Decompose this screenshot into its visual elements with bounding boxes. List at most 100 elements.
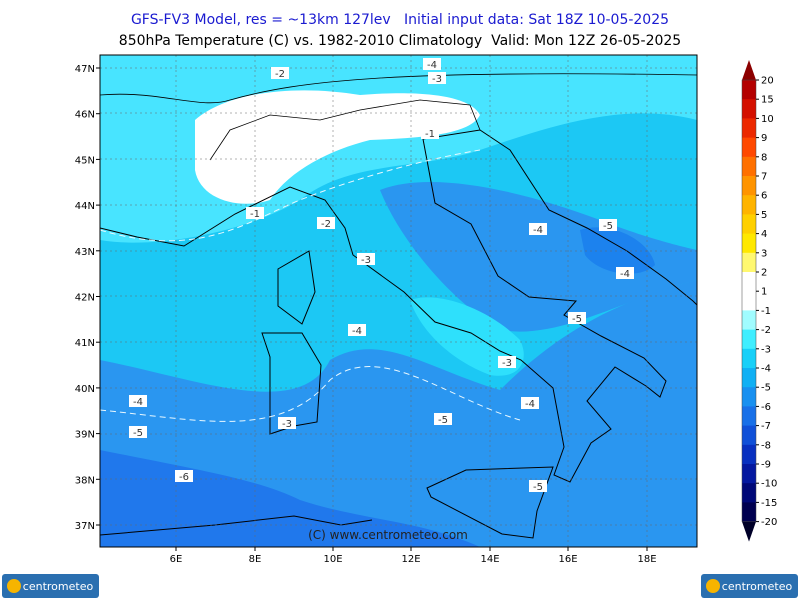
lat-label: 46N — [75, 110, 95, 121]
contour-label-bg — [129, 395, 147, 407]
colorbar-segment — [742, 214, 756, 235]
colorbar-segment — [742, 233, 756, 254]
colorbar-label: 8 — [761, 152, 767, 163]
contour-label: -3 — [361, 255, 371, 266]
contour-label: -6 — [179, 472, 189, 483]
contour-label: -3 — [502, 358, 512, 369]
contour-label: -4 — [533, 225, 543, 236]
contour-label: -5 — [438, 415, 448, 426]
contour-label-bg — [278, 417, 296, 429]
lat-label: 47N — [75, 64, 95, 75]
colorbar-segment — [742, 329, 756, 350]
colorbar-segment — [742, 176, 756, 196]
colorbar-segment — [742, 483, 756, 503]
colorbar-segment — [742, 118, 756, 139]
contour-label: -4 — [352, 326, 362, 337]
logo-left: centrometeo — [2, 574, 99, 598]
contour-label: -5 — [603, 221, 613, 232]
colorbar-label: 10 — [761, 114, 774, 125]
lat-label: 45N — [75, 155, 95, 166]
colorbar-segment — [742, 137, 756, 158]
colorbar-label: 20 — [761, 76, 774, 87]
contour-label-bg — [498, 356, 516, 368]
contour-label-bg — [599, 219, 617, 231]
colorbar-segment — [742, 80, 756, 100]
colorbar-label: 7 — [761, 172, 767, 183]
lat-label: 43N — [75, 247, 95, 258]
lon-label: 6E — [170, 554, 183, 565]
colorbar-label: -4 — [761, 364, 771, 375]
lat-label: 39N — [75, 430, 95, 441]
colorbar-label: 3 — [761, 248, 767, 259]
colorbar-label: -2 — [761, 325, 771, 336]
credit: (C) www.centrometeo.com — [308, 528, 468, 542]
contour-label-bg — [423, 58, 441, 70]
colorbar-segment — [742, 387, 756, 407]
colorbar-label: -9 — [761, 460, 771, 471]
lat-label: 41N — [75, 338, 95, 349]
colorbar-segment — [742, 406, 756, 427]
lat-label: 42N — [75, 293, 95, 304]
contour-label-bg — [175, 470, 193, 482]
colorbar: 20 15 10 9 8 7 6 5 4 3 2 1 -1 -2 -3 -4 -5 -6 -7 -8 -9 -10 -15 -… — [741, 60, 777, 542]
colorbar-segment — [742, 99, 756, 119]
logo-text: centrometeo — [722, 580, 793, 593]
contour-label-bg — [246, 207, 264, 219]
colorbar-segment — [742, 195, 756, 215]
colorbar-segment — [742, 425, 756, 446]
colorbar-label: -5 — [761, 383, 771, 394]
contour-label-bg — [348, 324, 366, 336]
colorbar-segment — [742, 291, 756, 311]
map-field — [100, 55, 697, 547]
colorbar-label: -3 — [761, 344, 771, 355]
lon-label: 14E — [480, 554, 499, 565]
map-frame — [99, 54, 698, 548]
contour-label: -4 — [620, 269, 630, 280]
lon-label: 8E — [249, 554, 262, 565]
contour-label-bg — [357, 253, 375, 265]
colorbar-label: -7 — [761, 421, 771, 432]
contour-label: -4 — [427, 60, 437, 71]
colorbar-segment — [742, 502, 756, 523]
lon-label: 18E — [637, 554, 656, 565]
colorbar-label: -8 — [761, 440, 771, 451]
contour-label: -5 — [533, 482, 543, 493]
contour-label: -3 — [282, 419, 292, 430]
contour-label: -1 — [425, 129, 435, 140]
contour-label: -2 — [275, 69, 285, 80]
contour-label-bg — [616, 267, 634, 279]
colorbar-label: 1 — [761, 287, 767, 298]
colorbar-label: 2 — [761, 268, 767, 279]
lat-label: 37N — [75, 521, 95, 532]
colorbar-label: -10 — [761, 479, 777, 490]
colorbar-segment — [742, 464, 756, 484]
colorbar-frame — [741, 79, 757, 522]
lon-label: 16E — [558, 554, 577, 565]
contour-label-bg — [434, 413, 452, 425]
contour-label-bg — [271, 67, 289, 79]
lon-label: 12E — [401, 554, 420, 565]
colorbar-segment — [742, 348, 756, 369]
lat-label: 44N — [75, 201, 95, 212]
colorbar-segment — [742, 368, 756, 388]
colorbar-segment — [742, 310, 756, 331]
colorbar-label: 6 — [761, 191, 767, 202]
logo-right: centrometeo — [701, 574, 798, 598]
contour-label: -4 — [133, 397, 143, 408]
contour-label: -1 — [250, 209, 260, 220]
colorbar-label: -1 — [761, 306, 771, 317]
colorbar-segment — [742, 272, 756, 292]
contour-label: -4 — [525, 399, 535, 410]
colorbar-label: -20 — [761, 517, 777, 528]
contour-label: -2 — [321, 219, 331, 230]
colorbar-segment — [742, 444, 756, 465]
colorbar-cap — [742, 60, 756, 80]
lat-label: 40N — [75, 384, 95, 395]
lon-label: 10E — [323, 554, 342, 565]
colorbar-segment — [742, 156, 756, 177]
contour-label-bg — [421, 127, 439, 139]
contour-label-bg — [317, 217, 335, 229]
contour-label-bg — [521, 397, 539, 409]
colorbar-label: 4 — [761, 229, 767, 240]
